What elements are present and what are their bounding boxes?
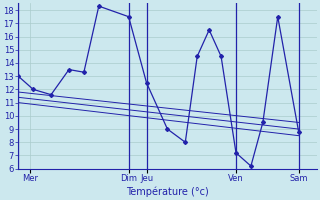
X-axis label: Température (°c): Température (°c)	[126, 186, 209, 197]
